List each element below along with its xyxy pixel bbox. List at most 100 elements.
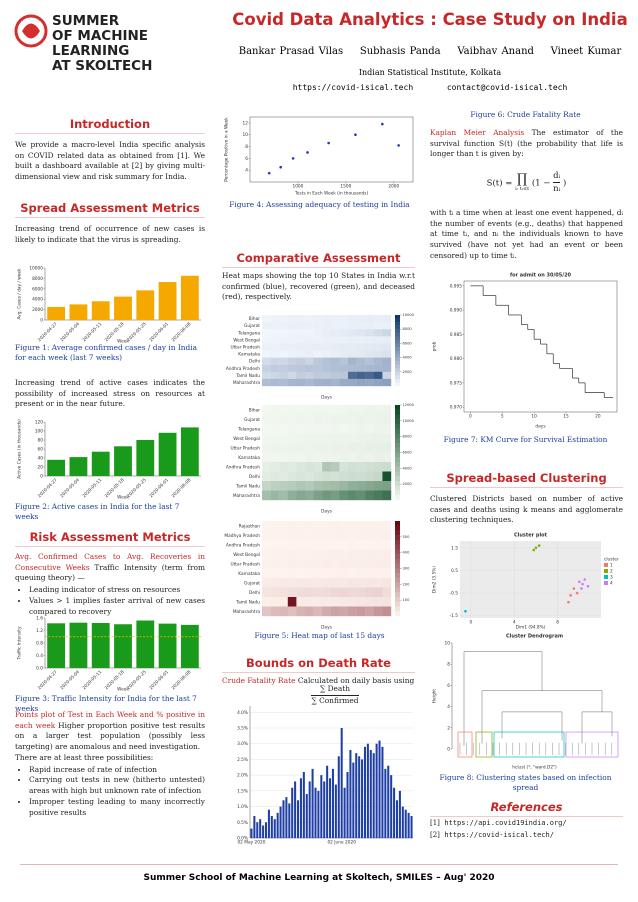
cell	[322, 315, 331, 323]
cell	[322, 443, 331, 453]
footer-rule	[20, 864, 618, 865]
cell	[262, 530, 271, 541]
cell	[348, 481, 357, 491]
cell	[382, 357, 392, 365]
cell	[305, 521, 314, 531]
cell	[313, 462, 323, 472]
colorbar-step	[395, 530, 400, 536]
logo-ring	[14, 14, 48, 48]
cell	[330, 336, 340, 344]
cell	[287, 424, 297, 434]
y-tick-label: 4.0%	[237, 710, 248, 716]
cluster-box	[565, 731, 619, 758]
cell	[322, 549, 331, 560]
legend-label: 2	[610, 569, 613, 575]
cell	[356, 315, 366, 323]
cell	[330, 414, 340, 425]
cell	[365, 350, 374, 358]
cell	[373, 490, 383, 501]
cell	[348, 378, 357, 387]
cell	[270, 606, 280, 617]
point	[464, 609, 467, 613]
cell	[339, 452, 349, 463]
cell	[305, 462, 314, 472]
colorbar-label: 300	[403, 567, 411, 571]
x-axis-label: Days	[321, 625, 332, 631]
bar	[114, 296, 132, 320]
section-heading: Risk Assessment Metrics	[15, 530, 205, 547]
x-axis-label: Tests in Each Week (in thousands)	[294, 191, 369, 197]
cell	[287, 322, 297, 330]
chart-title: Cluster plot	[514, 533, 548, 539]
cell	[339, 371, 349, 380]
caption: Figure 4: Assessing adequacy of testing …	[229, 200, 410, 209]
section-heading: References	[430, 800, 623, 817]
cell	[287, 481, 297, 491]
cell	[305, 364, 314, 372]
y-tick-label: 0.975	[450, 380, 463, 386]
colorbar-step	[395, 521, 400, 526]
cell	[287, 336, 297, 344]
cell	[296, 322, 306, 330]
colorbar-label: 2000	[403, 370, 413, 374]
cell	[348, 462, 357, 472]
row-label: West Bengal	[233, 552, 260, 558]
point	[586, 584, 590, 588]
cell	[356, 559, 366, 569]
colorbar-step	[395, 405, 400, 410]
cell	[322, 433, 331, 444]
x-axis-label: hclust (*, "ward.D2")	[512, 765, 557, 771]
cell	[270, 481, 280, 491]
bar	[363, 746, 366, 838]
x-tick-label: 2020-06-01	[148, 321, 170, 343]
cell	[365, 597, 374, 607]
x-tick-label: 02 June 2020	[327, 840, 356, 846]
bar	[317, 790, 320, 838]
cell	[322, 606, 331, 617]
cell	[270, 540, 280, 550]
cell	[305, 378, 314, 387]
y-axis-label: prob	[432, 341, 438, 351]
formula: ∑ Death ∑ Confirmed	[290, 684, 380, 706]
cell	[339, 521, 349, 531]
colorbar-step	[395, 559, 400, 564]
reference: [1] https://api.covid19india.org/	[430, 818, 623, 828]
bar	[285, 797, 288, 838]
bar	[340, 728, 343, 838]
cell	[365, 357, 374, 365]
colorbar-step	[395, 357, 400, 362]
cell	[262, 578, 271, 588]
cell	[348, 322, 357, 330]
cell	[373, 549, 383, 560]
cell	[270, 597, 280, 607]
cell	[296, 471, 306, 482]
row-label: Tamil Nadu	[235, 599, 260, 605]
cell	[296, 568, 306, 579]
cell	[348, 371, 357, 380]
text: Calculated on daily basis using	[295, 676, 415, 685]
cell	[356, 433, 366, 444]
cell	[348, 549, 357, 560]
cell	[296, 540, 306, 550]
cell	[348, 424, 357, 434]
email[interactable]: contact@covid-isical.tech	[446, 83, 568, 92]
cell	[373, 521, 383, 531]
row-label: Maharashtra	[233, 609, 261, 615]
ref-url[interactable]: https://api.covid19india.org/	[444, 819, 567, 827]
ref-url[interactable]: https://covid-isical.tech/	[444, 831, 554, 839]
cell	[322, 350, 331, 358]
bar	[393, 787, 396, 838]
cell	[373, 587, 383, 598]
formula-open: (1 −	[531, 178, 551, 189]
colorbar-step	[395, 544, 400, 550]
cell	[279, 350, 288, 358]
cell	[348, 471, 357, 482]
url[interactable]: https://covid-isical.tech	[292, 83, 414, 92]
chart-title: Cluster Dendrogram	[506, 634, 563, 640]
chart: Bihar Gujarat Telangana West Bengal Uttar Pr…	[226, 403, 415, 515]
bar	[114, 446, 132, 476]
colorbar-step	[395, 471, 400, 477]
y-tick-label: 2.5%	[237, 757, 248, 763]
chart-title: for admit on 30/05/20	[510, 273, 572, 279]
x-tick-label: 20	[595, 414, 601, 420]
